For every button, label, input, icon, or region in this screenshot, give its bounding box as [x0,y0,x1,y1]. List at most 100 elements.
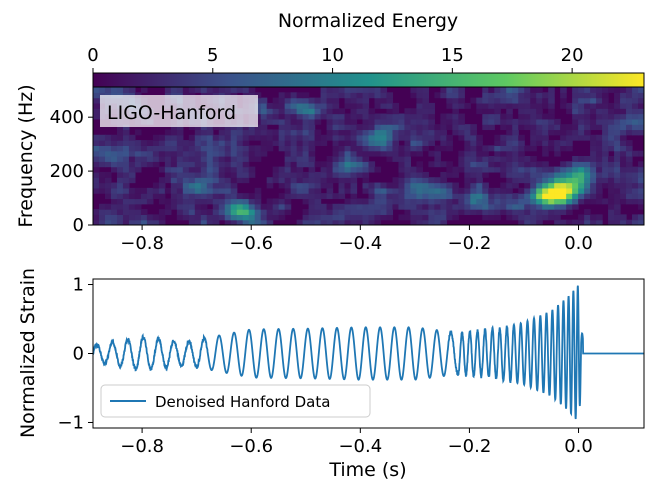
spectrogram-cell [596,113,603,120]
spectrogram-cell [632,166,639,173]
spectrogram-cell [296,97,304,104]
spectrogram-cell [116,219,124,225]
spectrogram-cell [170,193,178,200]
spectrogram-cell [188,209,196,215]
spectrogram-cell [386,113,394,120]
spectrogram-cell [536,171,543,178]
spectrogram-cell [476,97,483,104]
spectrogram-cell [284,124,292,131]
spectrogram-cell [194,214,202,221]
spectrogram-cell [512,87,519,93]
spectrogram-cell [488,108,495,115]
spectrogram-cell [362,214,370,221]
spectrogram-cell [476,134,483,141]
spectrogram-cell [344,209,352,215]
spectrogram-cell [620,193,627,200]
spectrogram-cell [596,102,603,109]
spectrogram-cell [386,214,394,221]
spectrogram-cell [98,219,106,225]
spectrogram-cell [308,187,316,194]
spectrogram-cell [362,113,370,120]
spectrogram-cell [482,182,489,189]
spectrogram-cell [542,187,549,194]
spectrogram-cell [638,87,644,93]
spectrogram-cell [248,193,256,200]
spectrogram-cell [356,102,364,109]
spectrogram-cell [350,134,358,141]
spectrogram-cell [446,161,453,168]
spectrogram-cell [254,150,262,157]
spectrogram-cell [194,209,202,215]
spectrogram-cell [536,113,543,120]
spectrogram-cell [128,134,136,141]
spectrogram-cell [578,193,585,200]
spectrogram-cell [620,177,627,184]
spectrogram-cell [380,145,388,152]
spectrogram-cell [494,187,501,194]
spectrogram-cell [308,219,316,225]
spectrogram-cell [98,182,106,189]
spectrogram-cell [284,145,292,152]
spectrogram-cell [170,134,178,141]
spectrogram-cell [182,203,190,210]
spectrogram-cell [416,129,423,136]
spectrogram-cell [386,97,394,104]
spectrogram-cell [368,113,376,120]
spectrogram-cell [152,219,160,225]
spectrogram-cell [584,129,591,136]
spectrogram-cell [296,134,304,141]
spectrogram-cell [338,209,346,215]
spectrogram-cell [578,97,585,104]
spectrogram-cell [554,198,561,205]
spectrogram-cell [476,156,483,162]
spectrogram-cell [518,214,525,221]
spectrogram-cell [410,209,418,215]
spectrogram-cell [110,187,118,194]
spectrogram-cell [344,145,352,152]
spectrogram-cell [488,118,495,125]
spectrogram-cell [596,92,603,99]
spectrogram-cell [566,193,573,200]
spectrogram-cell [560,92,567,99]
spectrogram-cell [344,92,352,99]
spectrogram-cell [512,97,519,104]
spectrogram-cell [404,209,412,215]
spectrogram-cell [614,171,621,178]
strain-series-line [93,285,644,420]
spectrogram-cell [140,140,148,146]
spectrogram-cell [452,97,459,104]
spectrogram-cell [578,156,585,162]
spectrogram-cell [266,108,274,115]
spectrogram-cell [362,102,370,109]
spectrogram-cell [146,198,154,205]
spectrogram-cell [242,145,250,152]
spectrogram-cell [212,182,220,189]
spectrogram-cell [380,92,388,99]
spectrogram-cell [482,87,489,93]
spectrogram-cell [344,171,352,178]
spectrogram-cell [548,214,555,221]
spectrogram-cell [128,209,136,215]
spectrogram-cell [224,140,232,146]
spectrogram-cell [278,97,286,104]
spectrogram-cell [422,198,429,205]
spectrogram-cell [572,102,579,109]
spectrogram-cell [116,209,124,215]
spectrogram-cell [248,87,256,93]
spectrogram-cell [302,108,310,115]
spectrogram-cell [368,134,376,141]
spectrogram-cell [572,118,579,125]
spectrogram-cell [284,161,292,168]
spectrogram-cell [578,177,585,184]
spectrogram-cell [242,161,250,168]
spectrogram-cell [110,150,118,157]
spectrogram-cell [380,87,388,93]
spectrogram-cell [248,209,256,215]
spectrogram-cell [344,182,352,189]
spectrogram-cell [494,113,501,120]
spectrogram-cell [98,177,106,184]
spectrogram-cell [518,97,525,104]
spectrogram-cell [140,156,148,162]
spectrogram-cell [458,118,465,125]
spectrogram-cell [536,166,543,173]
